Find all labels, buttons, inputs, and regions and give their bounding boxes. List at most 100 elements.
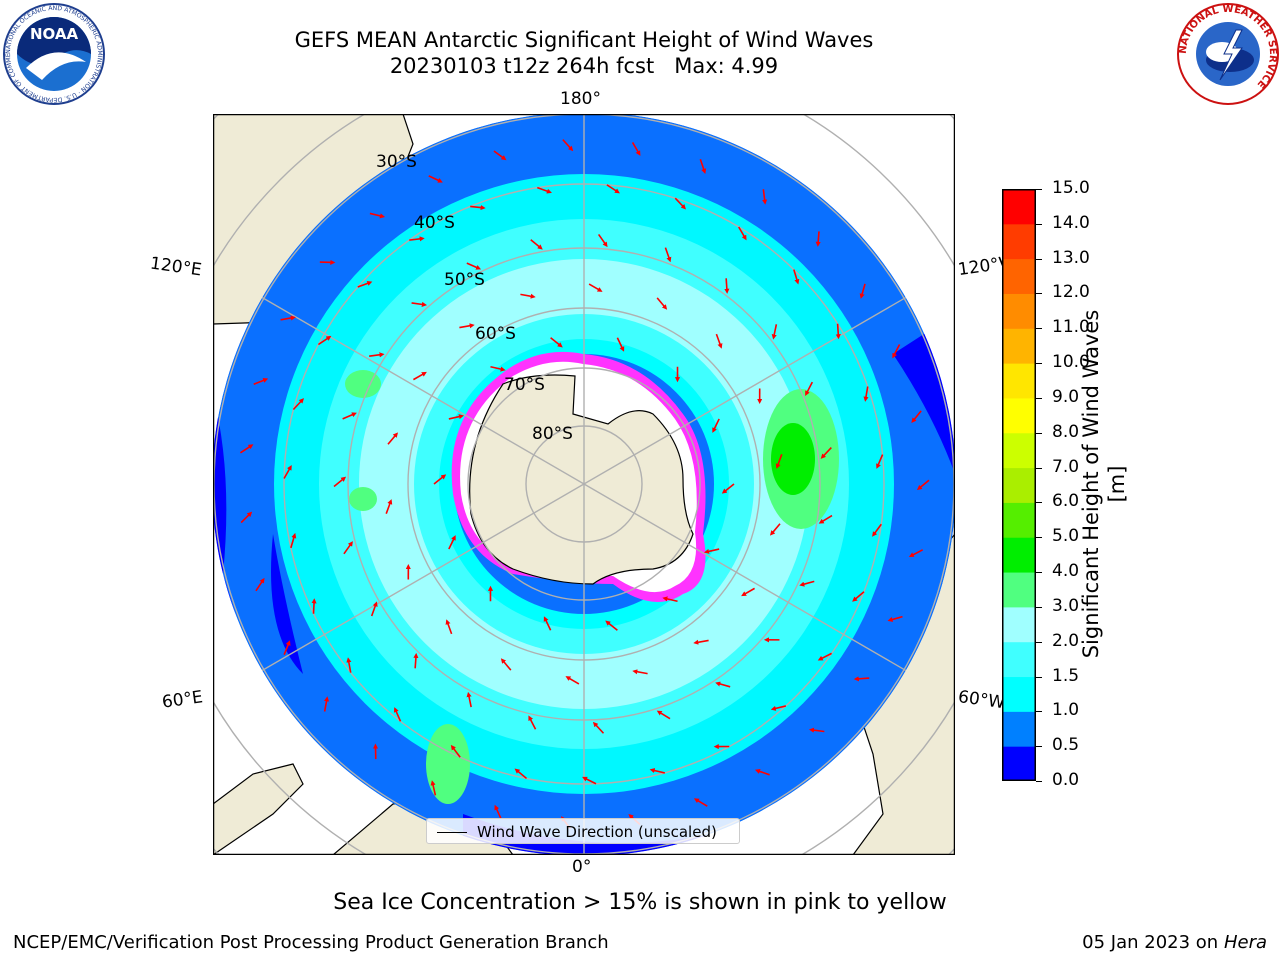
colorbar-segment: [1002, 223, 1036, 260]
colorbar-tick-label: 1.0: [1052, 700, 1080, 721]
wind-wave-arrow: [528, 715, 537, 730]
colorbar-tick-label: 2.0: [1052, 630, 1080, 651]
wind-wave-arrow: [859, 283, 866, 299]
colorbar-tick-mark: [1036, 502, 1042, 504]
lon-label-180: 180°: [560, 89, 601, 109]
colorbar-segment: [1002, 467, 1036, 503]
colorbar-title: Significant Height of Wind Waves [m]: [1079, 309, 1129, 659]
wind-wave-arrow: [715, 681, 731, 688]
colorbar-segment: [1002, 363, 1036, 399]
wind-wave-arrow: [562, 139, 574, 152]
wind-wave-arrow: [762, 189, 768, 205]
colorbar-tick-mark: [1036, 606, 1042, 608]
colorbar-segment: [1002, 293, 1036, 329]
wind-wave-arrow: [703, 548, 720, 554]
wind-wave-arrow: [342, 412, 357, 420]
svg-text:NOAA: NOAA: [30, 25, 79, 43]
wind-wave-arrow: [606, 184, 620, 194]
wind-wave-arrow: [494, 804, 502, 820]
wind-wave-arrow: [876, 454, 884, 469]
colorbar-tick-mark: [1036, 537, 1042, 539]
wind-wave-arrow: [430, 780, 437, 796]
colorbar-tick-label: 8.0: [1052, 421, 1080, 442]
colorbar-tick-mark: [1036, 711, 1042, 713]
colorbar-tick-label: 10.0: [1052, 352, 1090, 373]
wind-wave-arrow: [770, 705, 787, 711]
wind-wave-arrow: [674, 197, 687, 210]
colorbar-tick-label: 15.0: [1052, 178, 1090, 198]
wind-wave-arrow: [369, 212, 386, 219]
colorbar-segment: [1002, 606, 1036, 643]
lat-label-50s: 50°S: [444, 270, 485, 290]
lon-label-120e: 120°E: [148, 253, 203, 281]
wind-wave-arrow: [346, 657, 352, 673]
wind-wave-arrow: [450, 744, 461, 758]
colorbar-tick-mark: [1036, 258, 1042, 260]
wind-wave-arrow: [597, 233, 608, 248]
wind-wave-arrow: [470, 205, 486, 211]
colorbar-segment: [1002, 432, 1036, 469]
wind-wave-arrow: [543, 616, 552, 631]
wind-wave-arrow: [582, 776, 597, 785]
wind-wave-arrow: [280, 315, 296, 321]
map-title: GEFS MEAN Antarctic Significant Height o…: [294, 28, 874, 52]
colorbar-tick-mark: [1036, 781, 1042, 782]
lat-label-40s: 40°S: [414, 213, 455, 233]
colorbar-tick-label: 6.0: [1052, 491, 1080, 512]
colorbar-tick-label: 3.0: [1052, 595, 1080, 616]
colorbar-segment: [1002, 189, 1036, 225]
wind-wave-arrow: [514, 768, 528, 780]
wind-wave-arrow: [588, 283, 603, 292]
noaa-logo-icon: NATIONAL OCEANIC AND ATMOSPHERIC ADMINIS…: [2, 2, 105, 105]
wind-wave-arrow: [818, 514, 833, 524]
colorbar-tick-mark: [1036, 397, 1042, 399]
wind-wave-arrow: [333, 476, 347, 488]
wind-wave-arrow: [853, 676, 870, 682]
wind-wave-arrow: [605, 620, 618, 631]
wind-wave-arrow: [693, 639, 709, 645]
wind-wave-arrow: [805, 381, 814, 396]
wind-wave-arrow: [916, 479, 930, 491]
wind-wave-arrow: [317, 335, 332, 346]
colorbar-segment: [1002, 258, 1036, 294]
colorbar-tick-label: 1.5: [1052, 665, 1080, 686]
wind-wave-arrow: [537, 186, 552, 194]
colorbar: [1002, 189, 1036, 781]
colorbar-segment: [1002, 676, 1036, 712]
wind-wave-arrow: [369, 352, 385, 358]
colorbar-segment: [1002, 328, 1036, 364]
wind-wave-arrow: [409, 236, 425, 242]
wind-wave-arrow: [815, 231, 821, 247]
wind-wave-arrow: [852, 591, 865, 602]
colorbar-tick-mark: [1036, 293, 1042, 295]
footer-host: Hera: [1223, 932, 1267, 953]
lat-label-30s: 30°S: [376, 152, 417, 172]
wind-wave-arrow: [292, 398, 305, 411]
wind-wave-arrow: [754, 768, 770, 776]
colorbar-tick-label: 7.0: [1052, 456, 1080, 477]
wind-wave-arrow: [656, 297, 668, 310]
map-legend: Wind Wave Direction (unscaled): [426, 818, 740, 844]
wind-wave-arrow: [721, 483, 735, 494]
wind-wave-arrow: [466, 262, 482, 270]
colorbar-tick-label: 5.0: [1052, 526, 1080, 547]
colorbar-tick-label: 4.0: [1052, 561, 1080, 582]
lon-label-120w: 120°W: [956, 253, 1005, 281]
wind-wave-arrow: [793, 269, 800, 285]
colorbar-tick-label: 9.0: [1052, 386, 1080, 407]
wind-wave-arrow: [283, 640, 291, 655]
wind-wave-arrow: [530, 239, 543, 250]
wind-wave-arrow: [565, 676, 580, 685]
wind-wave-arrow: [448, 535, 456, 550]
lat-label-80s: 80°S: [532, 424, 573, 444]
wind-wave-arrow: [413, 652, 419, 669]
wind-wave-arrow: [631, 142, 641, 156]
wind-wave-arrow: [872, 523, 882, 537]
wind-wave-arrow: [433, 474, 447, 485]
lon-label-60e: 60°E: [160, 687, 205, 713]
colorbar-tick-mark: [1036, 676, 1042, 678]
colorbar-tick-label: 13.0: [1052, 247, 1090, 268]
wind-wave-arrow: [699, 158, 707, 174]
wind-wave-arrow: [835, 323, 841, 340]
wind-wave-arrow: [445, 619, 453, 635]
